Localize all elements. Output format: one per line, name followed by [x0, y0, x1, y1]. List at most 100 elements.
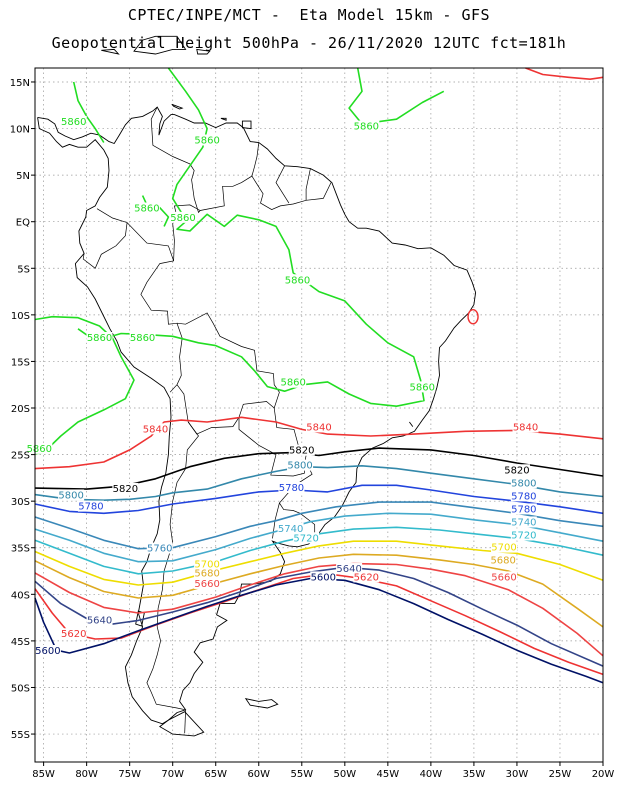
contour-5860 [34, 315, 135, 455]
contour-label-5800: 5800 [58, 490, 83, 501]
country-border [176, 312, 280, 409]
lon-tick-40W: 40W [420, 769, 443, 780]
contour-label-bg [146, 542, 173, 554]
island-outline [241, 120, 252, 130]
lat-tick-45S: 45S [11, 637, 30, 648]
island-outline [409, 421, 414, 427]
contour-label-5760: 5760 [147, 544, 172, 555]
contour-label-5620: 5620 [61, 629, 86, 640]
country-border [238, 407, 309, 477]
contour-label-5860: 5860 [134, 204, 159, 215]
contour-label-5720: 5720 [293, 533, 318, 544]
contour-5760 [34, 501, 604, 550]
lon-tick-70W: 70W [161, 769, 184, 780]
island-outline [171, 103, 184, 110]
contour-label-5600: 5600 [311, 572, 336, 583]
lat-lon-grid [35, 68, 604, 762]
contour-5840 [525, 67, 604, 80]
contour-label-5640: 5640 [336, 564, 361, 575]
contour-label-5860: 5860 [170, 213, 195, 224]
contour-label-5820: 5820 [504, 465, 529, 476]
contour-label-5700: 5700 [194, 559, 219, 570]
contour-label-bg [293, 532, 320, 544]
contour-label-bg [142, 423, 169, 435]
lon-tick-55W: 55W [290, 769, 313, 780]
lon-tick-60W: 60W [247, 769, 270, 780]
contour-label-5660: 5660 [194, 579, 219, 590]
contour-label-bg [510, 477, 537, 489]
contour-label-5860: 5860 [27, 444, 52, 455]
lat-tick-55S: 55S [11, 730, 30, 741]
contour-label-5840: 5840 [143, 424, 168, 435]
lon-tick-30W: 30W [506, 769, 529, 780]
contour-label-5740: 5740 [278, 524, 303, 535]
lat-tick-5N: 5N [16, 171, 30, 182]
lon-tick-35W: 35W [463, 769, 486, 780]
contour-label-5860: 5860 [354, 122, 379, 133]
lon-tick-45W: 45W [377, 769, 400, 780]
country-border [126, 222, 183, 393]
lat-tick-EQ: EQ [16, 218, 30, 229]
contour-label-bg [133, 202, 160, 214]
map-subtitle: Geopotential Height 500hPa - 26/11/2020 … [51, 34, 567, 52]
contour-label-bg [490, 554, 517, 566]
contour-label-bg [280, 376, 307, 388]
contour-label-5800: 5800 [511, 478, 536, 489]
contour-label-bg [60, 628, 87, 640]
contour-label-5640: 5640 [87, 615, 112, 626]
contour-labels: 5860 5860 5860 5860 5860 5860 5860 5860 5860 5860… [26, 115, 539, 657]
lat-tick-15S: 15S [11, 357, 30, 368]
country-border [150, 106, 260, 214]
lat-tick-10N: 10N [10, 125, 30, 136]
contour-label-bg [129, 332, 156, 344]
contour-label-5860: 5860 [285, 275, 310, 286]
island-outline [158, 711, 205, 737]
contour-label-5700: 5700 [491, 543, 516, 554]
lon-tick-50W: 50W [334, 769, 357, 780]
contour-5780 [34, 484, 604, 515]
contour-5600 [34, 577, 604, 684]
contour-label-5820: 5820 [113, 484, 138, 495]
contour-5840 [34, 416, 604, 470]
country-borders [82, 106, 332, 734]
contour-label-bg [194, 134, 221, 146]
contour-label-bg [194, 577, 221, 589]
contour-label-bg [278, 481, 305, 493]
contour-label-bg [60, 115, 87, 127]
contour-label-bg [510, 516, 537, 528]
contour-label-bg [353, 120, 380, 132]
contour-label-bg [510, 529, 537, 541]
contour-5860 [77, 67, 425, 407]
contour-label-5800: 5800 [287, 461, 312, 472]
lon-tick-20W: 20W [592, 769, 615, 780]
country-border [146, 421, 199, 711]
contour-label-5860: 5860 [61, 117, 86, 128]
contour-label-bg [194, 567, 221, 579]
contour-label-bg [26, 442, 53, 454]
contour-label-5680: 5680 [490, 556, 515, 567]
height-contours [34, 67, 604, 684]
lon-tick-85W: 85W [32, 769, 55, 780]
country-border [278, 460, 316, 536]
contour-label-5820: 5820 [289, 446, 314, 457]
contour-label-5860: 5860 [130, 333, 155, 344]
lat-tick-20S: 20S [11, 404, 30, 415]
contour-label-5780: 5780 [279, 483, 304, 494]
contour-label-5840: 5840 [306, 422, 331, 433]
lat-tick-40S: 40S [11, 590, 30, 601]
contour-label-5860: 5860 [87, 333, 112, 344]
contour-label-5620: 5620 [354, 572, 379, 583]
contour-5860 [72, 81, 105, 143]
contour-label-bg [512, 421, 539, 433]
contour-label-bg [310, 571, 337, 583]
axis-ticks: 85W 80W 75W 70W 65W 60W 55W 50W 45W 40W 35W 30W 25W 2… [10, 78, 615, 780]
contour-label-bg [112, 482, 139, 494]
contour-label-5600: 5600 [35, 646, 60, 657]
contour-label-bg [77, 500, 104, 512]
map-title: CPTEC/INPE/MCT - Eta Model 15km - GFS [127, 6, 491, 24]
contour-label-bg [503, 464, 530, 476]
contour-label-bg [284, 274, 311, 286]
contour-label-bg [336, 563, 363, 575]
island-outline [196, 48, 211, 55]
continent-outline [37, 35, 477, 737]
